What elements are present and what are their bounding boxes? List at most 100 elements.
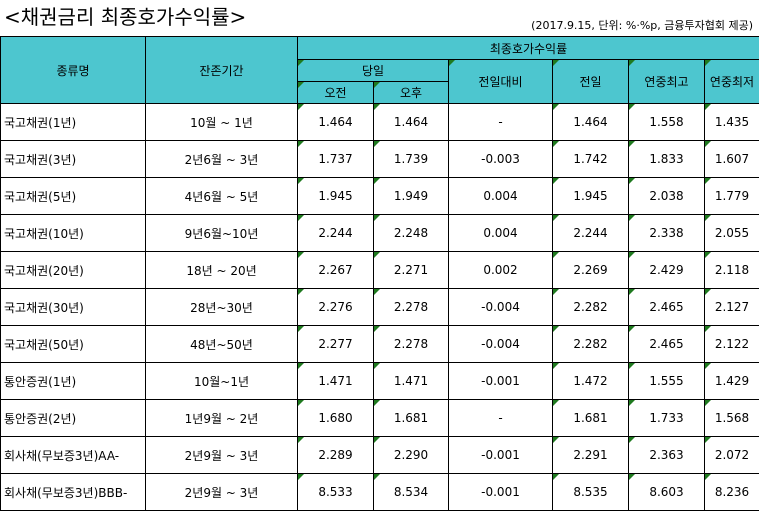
cell-prev: 1.681 [552, 399, 629, 437]
cell-prev: 1.464 [552, 103, 629, 141]
cell-am: 2.267 [297, 251, 374, 289]
cell-term: 2년9월 ~ 3년 [145, 473, 298, 511]
cell-low: 2.072 [704, 436, 759, 474]
cell-change: 0.004 [448, 177, 553, 215]
cell-change: -0.001 [448, 473, 553, 511]
cell-term: 28년~30년 [145, 288, 298, 326]
cell-am: 2.276 [297, 288, 374, 326]
cell-low: 2.118 [704, 251, 759, 289]
cell-name: 회사채(무보증3년)BBB- [0, 473, 146, 511]
cell-high: 2.363 [628, 436, 705, 474]
cell-high: 2.465 [628, 325, 705, 363]
cell-term: 4년6월 ~ 5년 [145, 177, 298, 215]
cell-term: 2년9월 ~ 3년 [145, 436, 298, 474]
table-row: 국고채권(3년) 2년6월 ~ 3년 1.737 1.739 -0.003 1.742 1.… [0, 140, 759, 178]
cell-term: 2년6월 ~ 3년 [145, 140, 298, 178]
cell-am: 1.737 [297, 140, 374, 178]
cell-change: -0.004 [448, 288, 553, 326]
cell-name: 통안증권(1년) [0, 362, 146, 400]
cell-high: 2.338 [628, 214, 705, 252]
cell-name: 국고채권(5년) [0, 177, 146, 215]
table-row: 국고채권(50년) 48년~50년 2.277 2.278 -0.004 2.282 2.4… [0, 325, 759, 363]
cell-low: 1.435 [704, 103, 759, 141]
cell-prev: 2.282 [552, 288, 629, 326]
cell-low: 2.055 [704, 214, 759, 252]
cell-term: 9년6월~10년 [145, 214, 298, 252]
cell-am: 2.277 [297, 325, 374, 363]
table-row: 회사채(무보증3년)BBB- 2년9월 ~ 3년 8.533 8.534 -0.001 8… [0, 473, 759, 511]
cell-am: 2.244 [297, 214, 374, 252]
cell-high: 1.833 [628, 140, 705, 178]
cell-high: 8.603 [628, 473, 705, 511]
table-row: 통안증권(1년) 10월~1년 1.471 1.471 -0.001 1.472 1.555… [0, 362, 759, 400]
table-row: 국고채권(20년) 18년 ~ 20년 2.267 2.271 0.002 2.269 2.… [0, 251, 759, 289]
cell-change: - [448, 103, 553, 141]
cell-low: 1.568 [704, 399, 759, 437]
page-title: <채권금리 최종호가수익률> [4, 5, 247, 29]
cell-pm: 2.290 [373, 436, 449, 474]
cell-am: 1.471 [297, 362, 374, 400]
header-today: 당일 [297, 59, 449, 82]
header-pm: 오후 [373, 81, 449, 104]
cell-pm: 1.681 [373, 399, 449, 437]
cell-term: 1년9월 ~ 2년 [145, 399, 298, 437]
cell-pm: 8.534 [373, 473, 449, 511]
source-note: (2017.9.15, 단위: %·%p, 금융투자협회 제공) [531, 19, 753, 32]
cell-low: 2.122 [704, 325, 759, 363]
table-row: 국고채권(1년) 10월 ~ 1년 1.464 1.464-1.464 1.558 1.4… [0, 103, 759, 141]
cell-name: 국고채권(3년) [0, 140, 146, 178]
cell-pm: 1.471 [373, 362, 449, 400]
cell-name: 국고채권(1년) [0, 103, 146, 141]
cell-change: 0.004 [448, 214, 553, 252]
header-high: 연중최고 [628, 59, 705, 104]
cell-change: - [448, 399, 553, 437]
cell-low: 2.127 [704, 288, 759, 326]
cell-prev: 1.945 [552, 177, 629, 215]
cell-name: 회사채(무보증3년)AA- [0, 436, 146, 474]
table-row: 국고채권(5년) 4년6월 ~ 5년 1.945 1.949 0.004 1.945 2.0… [0, 177, 759, 215]
table-row: 회사채(무보증3년)AA- 2년9월 ~ 3년 2.289 2.290 -0.001 2.… [0, 436, 759, 474]
table-row: 국고채권(10년) 9년6월~10년 2.244 2.248 0.004 2.244 2.3… [0, 214, 759, 252]
cell-name: 국고채권(30년) [0, 288, 146, 326]
cell-low: 1.429 [704, 362, 759, 400]
cell-high: 1.555 [628, 362, 705, 400]
header-prev: 전일 [552, 59, 629, 104]
cell-prev: 2.244 [552, 214, 629, 252]
cell-high: 2.429 [628, 251, 705, 289]
header-change: 전일대비 [448, 59, 553, 104]
cell-prev: 1.472 [552, 362, 629, 400]
table-row: 통안증권(2년) 1년9월 ~ 2년 1.680 1.681-1.681 1.733 1.… [0, 399, 759, 437]
cell-pm: 2.271 [373, 251, 449, 289]
yield-table: 종류명 잔존기간 최종호가수익률 당일 전일대비 전일 연중최고 연중최저 오전… [0, 36, 759, 511]
cell-pm: 1.464 [373, 103, 449, 141]
cell-name: 국고채권(20년) [0, 251, 146, 289]
cell-pm: 2.278 [373, 325, 449, 363]
cell-am: 8.533 [297, 473, 374, 511]
cell-name: 국고채권(50년) [0, 325, 146, 363]
cell-change: 0.002 [448, 251, 553, 289]
cell-am: 1.680 [297, 399, 374, 437]
header-group: 최종호가수익률 [297, 36, 759, 60]
header-term: 잔존기간 [145, 36, 298, 104]
cell-pm: 2.278 [373, 288, 449, 326]
cell-prev: 2.269 [552, 251, 629, 289]
cell-high: 1.558 [628, 103, 705, 141]
cell-am: 2.289 [297, 436, 374, 474]
cell-change: -0.004 [448, 325, 553, 363]
cell-name: 통안증권(2년) [0, 399, 146, 437]
cell-term: 18년 ~ 20년 [145, 251, 298, 289]
cell-term: 48년~50년 [145, 325, 298, 363]
header-type: 종류명 [0, 36, 146, 104]
cell-low: 1.607 [704, 140, 759, 178]
cell-pm: 2.248 [373, 214, 449, 252]
cell-term: 10월~1년 [145, 362, 298, 400]
cell-change: -0.001 [448, 436, 553, 474]
cell-high: 1.733 [628, 399, 705, 437]
cell-change: -0.003 [448, 140, 553, 178]
cell-prev: 2.291 [552, 436, 629, 474]
cell-high: 2.465 [628, 288, 705, 326]
cell-prev: 8.535 [552, 473, 629, 511]
cell-prev: 1.742 [552, 140, 629, 178]
cell-term: 10월 ~ 1년 [145, 103, 298, 141]
cell-high: 2.038 [628, 177, 705, 215]
